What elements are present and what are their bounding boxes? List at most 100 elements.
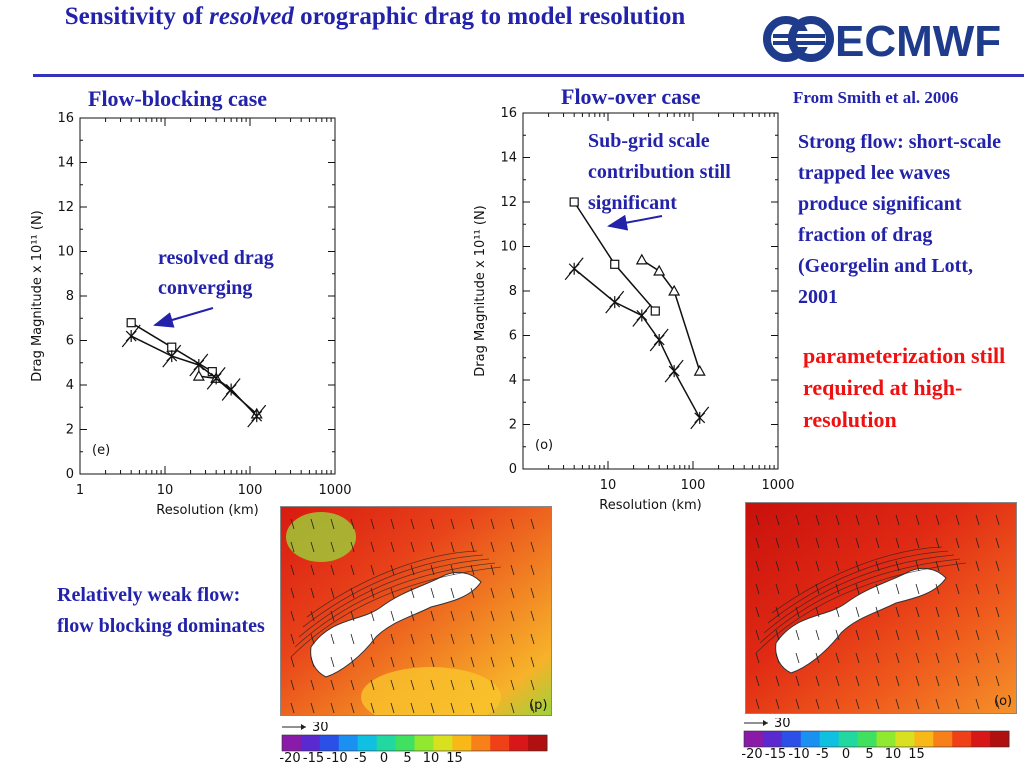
- colorbar-tick-label: 0: [842, 747, 850, 762]
- colorbar-swatch: [781, 731, 802, 747]
- wind-map-blocking: (p): [280, 506, 552, 716]
- mountain-range: [310, 571, 482, 678]
- wind-vector: [875, 583, 880, 595]
- data-point-square: [650, 306, 660, 316]
- wind-vector: [390, 518, 395, 530]
- wind-vector: [855, 629, 860, 641]
- wind-vector: [915, 698, 920, 710]
- vector-scale-label: 30: [312, 722, 329, 735]
- wind-vector: [330, 587, 335, 599]
- wind-vector: [835, 629, 840, 641]
- x-tick-label: 10: [600, 478, 617, 493]
- wind-vector: [795, 675, 800, 687]
- colorbar-swatch: [744, 731, 764, 747]
- wind-vector: [370, 541, 375, 553]
- colorbar-swatch: [895, 731, 915, 747]
- colorbar-tick-label: 5: [403, 751, 411, 766]
- wind-vector: [755, 652, 760, 664]
- contour-line: [755, 562, 967, 654]
- wind-vector: [775, 560, 780, 572]
- colorbar-tick-label: 15: [446, 751, 463, 766]
- wind-vector: [390, 610, 395, 622]
- colorbar-swatch: [990, 731, 1010, 747]
- wind-vector: [390, 541, 395, 553]
- x-tick-label: 100: [681, 478, 706, 493]
- wind-vector: [310, 656, 315, 668]
- wind-vector: [775, 537, 780, 549]
- wind-vector: [430, 633, 435, 645]
- data-point-slash: [605, 290, 625, 314]
- wind-vector: [955, 583, 960, 595]
- wind-vector: [795, 652, 800, 664]
- note-resolved-drag: resolved drag converging: [158, 247, 274, 299]
- wind-vector: [915, 514, 920, 526]
- wind-vector: [855, 698, 860, 710]
- wind-vector: [895, 606, 900, 618]
- wind-vector: [290, 541, 295, 553]
- x-tick-label: 1000: [318, 483, 351, 498]
- colorbar-swatch: [376, 735, 397, 751]
- wind-vector: [955, 560, 960, 572]
- y-tick-label: 14: [57, 156, 74, 171]
- colorbar-swatch: [952, 731, 972, 747]
- wind-vector: [350, 679, 355, 691]
- wind-vector: [510, 587, 515, 599]
- data-point-square: [167, 342, 177, 352]
- colorbar-tick-label: 5: [865, 747, 873, 762]
- wind-vector: [290, 587, 295, 599]
- wind-vector: [995, 652, 1000, 664]
- wind-vector: [895, 675, 900, 687]
- wind-vector: [370, 610, 375, 622]
- colorbar-swatch: [490, 735, 510, 751]
- contour-line: [763, 554, 955, 634]
- map-panel-label: (o): [994, 694, 1012, 709]
- colorbar-swatch: [819, 731, 840, 747]
- map-yellow-region: [361, 667, 501, 715]
- wind-vector: [530, 679, 535, 691]
- wind-vector: [835, 675, 840, 687]
- panel-label: (o): [535, 438, 553, 453]
- data-point-square: [126, 318, 136, 328]
- contour-line: [290, 566, 502, 658]
- wind-vector: [755, 537, 760, 549]
- wind-vector: [935, 606, 940, 618]
- wind-vector: [430, 702, 435, 714]
- wind-vector: [875, 606, 880, 618]
- wind-map-flow-over: (o): [745, 502, 1017, 714]
- wind-vector: [815, 629, 820, 641]
- colorbar-swatch: [282, 735, 302, 751]
- colorbar-swatch: [471, 735, 491, 751]
- wind-vector: [995, 560, 1000, 572]
- wind-vector: [530, 564, 535, 576]
- y-tick-label: 12: [57, 200, 74, 215]
- wind-vector: [855, 537, 860, 549]
- wind-vector: [430, 610, 435, 622]
- data-point-slash: [664, 359, 684, 383]
- wind-vector: [835, 652, 840, 664]
- wind-vector: [795, 514, 800, 526]
- wind-vector: [470, 518, 475, 530]
- wind-vector: [795, 629, 800, 641]
- note-strong-flow: Strong flow: short-scale trapped lee wav…: [798, 131, 1001, 308]
- colorbar-tick-label: 10: [423, 751, 440, 766]
- wind-vector: [775, 698, 780, 710]
- wind-vector: [975, 652, 980, 664]
- wind-vector: [975, 629, 980, 641]
- wind-vector: [530, 518, 535, 530]
- wind-vector: [530, 656, 535, 668]
- y-tick-label: 16: [57, 111, 74, 126]
- wind-vector: [895, 560, 900, 572]
- colorbar-blocking: 30 -20 -15 -10 -5 0 5 10 15: [280, 722, 548, 766]
- wind-vector: [290, 610, 295, 622]
- wind-vector: [510, 610, 515, 622]
- data-point-slash: [189, 353, 209, 377]
- wind-vector: [775, 606, 780, 618]
- y-tick-label: 16: [500, 106, 517, 121]
- data-point-triangle: [693, 364, 706, 376]
- heading-over: Flow-over case: [561, 84, 701, 109]
- wind-vector: [470, 702, 475, 714]
- wind-vector: [935, 629, 940, 641]
- y-tick-label: 4: [66, 378, 74, 393]
- wind-vector: [975, 675, 980, 687]
- wind-vector: [430, 564, 435, 576]
